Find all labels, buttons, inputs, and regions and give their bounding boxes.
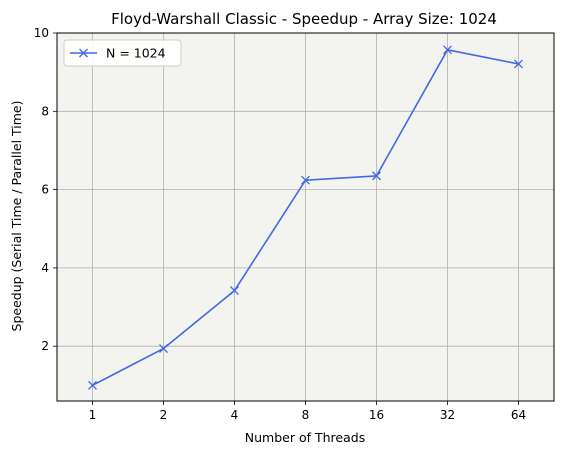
- y-tick-label: 10: [34, 26, 49, 40]
- x-tick-label: 16: [369, 408, 384, 422]
- y-tick-label: 4: [41, 261, 49, 275]
- legend: N = 1024: [64, 40, 181, 66]
- x-tick-label: 2: [160, 408, 168, 422]
- x-tick-label: 8: [302, 408, 310, 422]
- y-tick-label: 8: [41, 104, 49, 118]
- y-axis-label: Speedup (Serial Time / Parallel Time): [9, 101, 24, 332]
- chart-title: Floyd-Warshall Classic - Speedup - Array…: [111, 10, 497, 28]
- x-tick-label: 32: [440, 408, 455, 422]
- y-tick-label: 6: [41, 183, 49, 197]
- y-tick-label: 2: [41, 339, 49, 353]
- x-tick-label: 64: [511, 408, 526, 422]
- x-tick-label: 1: [89, 408, 97, 422]
- x-axis-label: Number of Threads: [245, 430, 365, 445]
- legend-entry-label: N = 1024: [106, 46, 166, 61]
- x-tick-label: 4: [231, 408, 239, 422]
